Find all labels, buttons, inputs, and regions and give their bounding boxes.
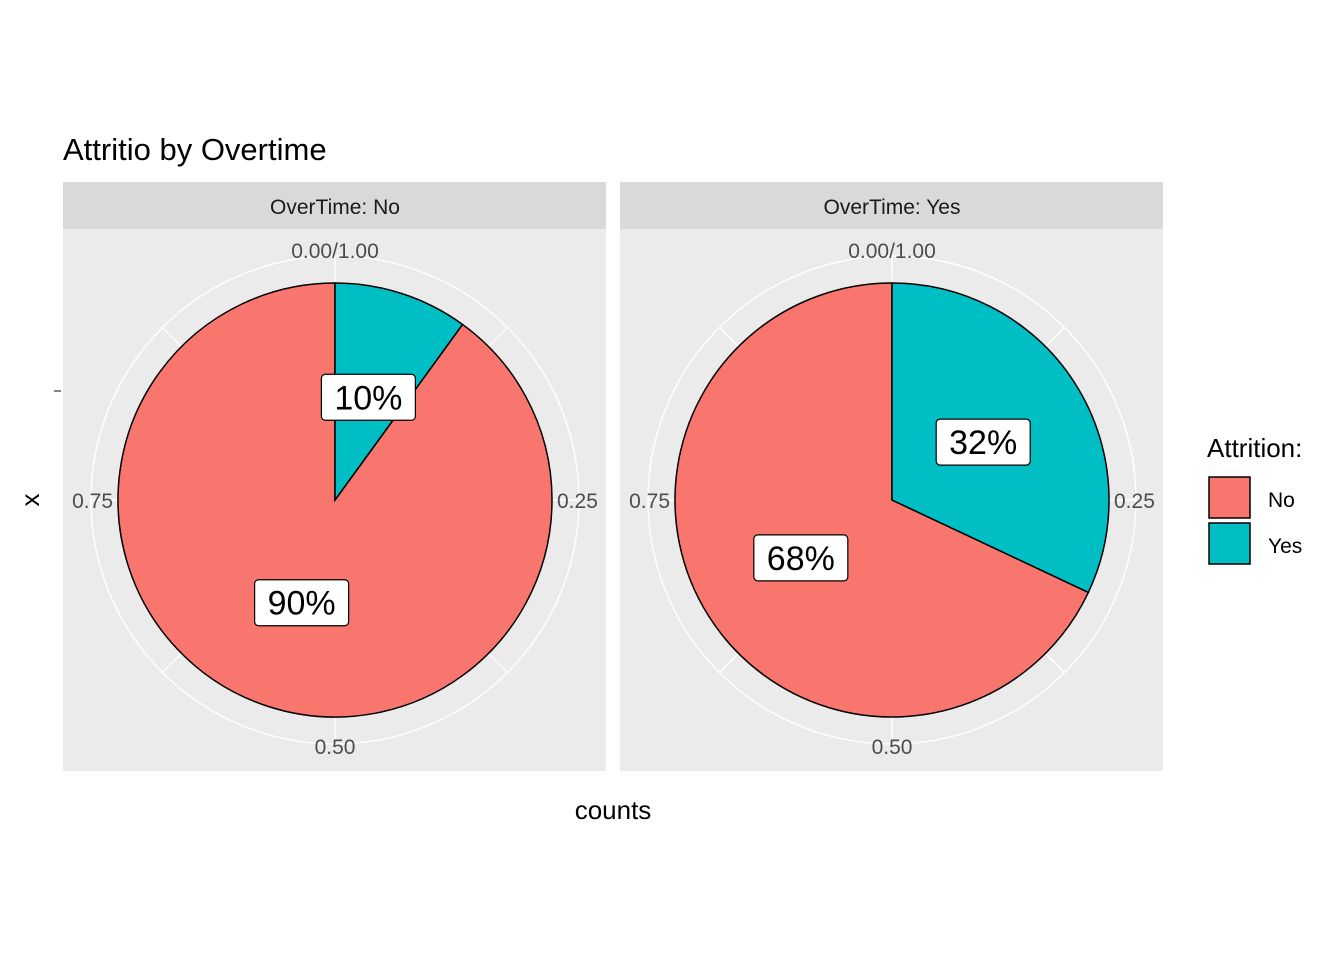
theta-tick-label: 0.00/1.00 — [848, 240, 936, 263]
theta-tick-label: 0.50 — [315, 736, 356, 759]
facet-strip-label: OverTime: Yes — [824, 196, 961, 219]
theta-tick-label: 0.75 — [629, 490, 670, 513]
facet-strip — [63, 182, 606, 229]
slice-label: 68% — [753, 534, 849, 582]
slice-label-text: 32% — [949, 424, 1017, 462]
slice-label-text: 10% — [334, 379, 402, 417]
legend-key-yes — [1208, 522, 1251, 565]
pie-slice-no — [674, 282, 1090, 718]
facet-panels: OverTime: No0.00/1.000.250.500.7590%10%O… — [63, 182, 1163, 771]
y-axis-title: x — [15, 494, 45, 507]
theta-tick-label: 0.75 — [72, 490, 113, 513]
slice-label-box — [320, 373, 416, 421]
theta-tick-label: 0.25 — [557, 490, 598, 513]
facet-strip — [620, 182, 1163, 229]
slice-label: 90% — [254, 579, 350, 627]
slice-label: 10% — [320, 373, 416, 421]
legend-label-no: No — [1268, 489, 1295, 512]
slice-label-box — [254, 579, 350, 627]
theta-tick-label: 0.00/1.00 — [291, 240, 379, 263]
theta-tick-label: 0.25 — [1114, 490, 1155, 513]
legend-key-no — [1208, 476, 1251, 519]
chart-title: Attritio by Overtime — [63, 132, 327, 167]
facet-strip-label: OverTime: No — [270, 196, 400, 219]
slice-label-text: 68% — [767, 540, 835, 578]
legend-title: Attrition: — [1207, 433, 1302, 463]
facet-panel: OverTime: No 0.00/1.00 0.25 0.50 0.75 90% 10% — [63, 182, 606, 771]
slice-label-box — [935, 418, 1031, 466]
x-axis-title: counts — [575, 795, 652, 825]
facet-panel: OverTime: Yes 0.00/1.00 0.25 0.50 0.75 68% 32% — [620, 182, 1163, 771]
slice-label-box — [753, 534, 849, 582]
slice-label-text: 90% — [268, 585, 336, 623]
theta-tick-label: 0.50 — [872, 736, 913, 759]
legend-label-yes: Yes — [1268, 535, 1302, 558]
legend: Attrition: No Yes — [1207, 433, 1302, 565]
slice-label: 32% — [935, 418, 1031, 466]
